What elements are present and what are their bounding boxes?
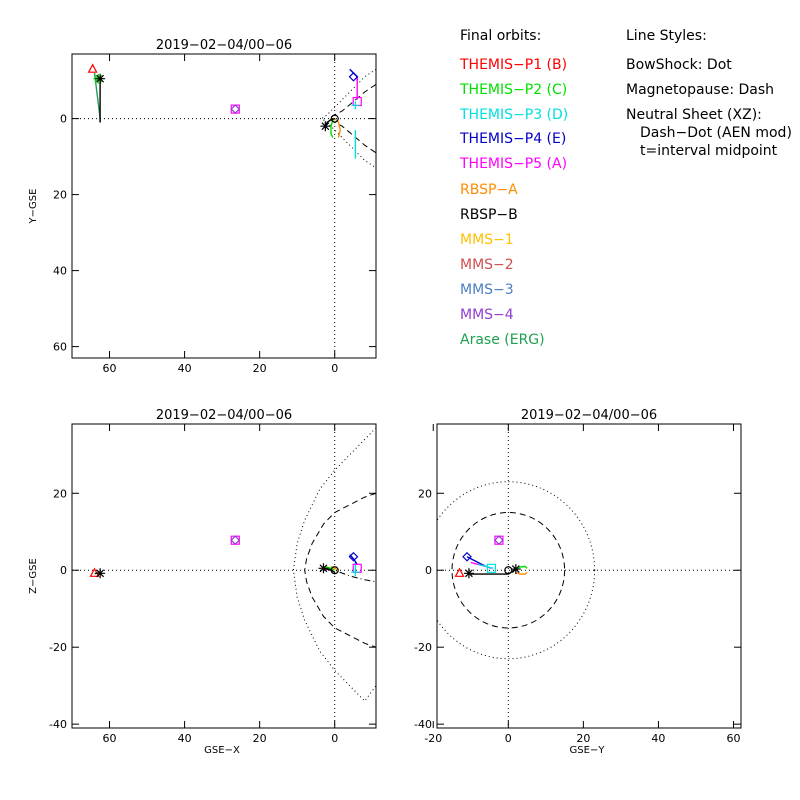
- y-axis-label: Z−GSE: [28, 558, 39, 594]
- panel-title: 2019−02−04/00−06: [521, 408, 657, 423]
- legend-orbit-mms-4: MMS−4: [460, 307, 514, 323]
- marker-triangle: [89, 567, 100, 577]
- y-tick-label: 20: [418, 487, 432, 500]
- legend-orbit-themis-p3: THEMIS−P3 (D): [459, 107, 568, 123]
- magnetopause-curve: [451, 512, 566, 629]
- legend-styles-title: Line Styles:: [626, 28, 707, 44]
- y-tick-label: 0: [425, 564, 432, 577]
- marker-diamond: [230, 535, 241, 546]
- marker-diamond: [462, 551, 472, 562]
- plot-frame: [71, 53, 377, 359]
- x-tick-label: 0: [505, 732, 512, 745]
- panel-xy: 2019−02−04/00−06 Y−GSE 60 40 20 0 60 40 20 0: [28, 38, 377, 375]
- x-tick-label: 60: [103, 732, 117, 745]
- plot-frame: [71, 423, 377, 729]
- x-tick-label: -20: [424, 732, 442, 745]
- legend-orbit-themis-p5: THEMIS−P5 (A): [459, 156, 567, 172]
- orbits-legend: Final orbits: THEMIS−P1 (B) THEMIS−P2 (C…: [459, 28, 568, 348]
- legend-orbit-mms-1: MMS−1: [460, 232, 514, 248]
- y-tick-label: 20: [53, 189, 67, 202]
- x-tick-label: 0: [331, 362, 338, 375]
- legend-style-neutral-sheet: Neutral Sheet (XZ):: [626, 107, 762, 123]
- legend-orbit-themis-p2: THEMIS−P2 (C): [459, 82, 567, 98]
- marker-star: [95, 73, 106, 84]
- legend-style-bowshock: BowShock: Dot: [626, 57, 732, 73]
- marker-star: [510, 564, 521, 575]
- marker-square: [230, 535, 240, 545]
- bow-shock-curve: [292, 427, 376, 702]
- marker-triangle: [454, 567, 465, 577]
- plot-frame: [436, 423, 742, 729]
- x-tick-label: 20: [253, 732, 267, 745]
- y-tick-label: 20: [53, 487, 67, 500]
- marker-square: [486, 563, 497, 573]
- orbit-trace: [515, 571, 528, 575]
- legend-style-dash-dot: Dash−Dot (AEN mod): [640, 125, 792, 141]
- legend-orbit-arase: Arase (ERG): [460, 332, 545, 348]
- x-tick-label: 0: [331, 732, 338, 745]
- panel-title: 2019−02−04/00−06: [156, 408, 292, 423]
- y-tick-label: 40: [53, 265, 67, 278]
- legend-orbit-rbsp-b: RBSP−B: [460, 207, 518, 223]
- x-tick-label: 40: [178, 362, 192, 375]
- legend-style-magnetopause: Magnetopause: Dash: [626, 82, 774, 98]
- x-axis-label: GSE−Y: [570, 745, 606, 756]
- y-tick-label: -20: [414, 641, 432, 654]
- marker-star: [463, 568, 474, 579]
- y-tick-label: -40: [414, 718, 432, 731]
- marker-square: [494, 535, 504, 545]
- panel-xz: 2019−02−04/00−06 GSE−X Z−GSE 60 40 20 0 -40 -20 0…: [28, 408, 377, 756]
- marker-triangle: [87, 63, 98, 73]
- panel-title: 2019−02−04/00−06: [156, 38, 292, 53]
- bow-shock-curve: [437, 481, 596, 660]
- x-tick-label: 60: [103, 362, 117, 375]
- orbit-trace: [330, 118, 336, 138]
- marker-star: [318, 563, 329, 574]
- x-tick-label: 20: [576, 732, 590, 745]
- marker-star: [320, 121, 331, 132]
- legend-style-midpoint: t=interval midpoint: [640, 143, 778, 159]
- line-styles-legend: Line Styles: BowShock: Dot Magnetopause:…: [626, 28, 792, 159]
- legend-orbit-themis-p4: THEMIS−P4 (E): [459, 131, 566, 147]
- x-tick-label: 40: [178, 732, 192, 745]
- x-tick-label: 60: [726, 732, 740, 745]
- x-axis-label: GSE−X: [204, 745, 240, 756]
- marker-plus: [351, 568, 360, 577]
- marker-square: [352, 563, 362, 573]
- y-tick-label: 60: [53, 341, 67, 354]
- marker-star: [95, 568, 106, 579]
- y-axis-label: Y−GSE: [28, 189, 39, 225]
- marker-diamond: [230, 104, 241, 114]
- marker-plus: [351, 101, 360, 110]
- legend-orbit-rbsp-a: RBSP−A: [460, 182, 518, 198]
- legend-orbit-mms-2: MMS−2: [460, 257, 514, 273]
- legend-orbit-mms-3: MMS−3: [460, 282, 514, 298]
- orbit-trace: [324, 117, 335, 127]
- marker-circle: [504, 566, 513, 575]
- orbit-trace: [334, 118, 342, 138]
- magnetopause-curve: [304, 492, 376, 648]
- legend-orbit-themis-p1: THEMIS−P1 (B): [459, 57, 567, 73]
- marker-diamond: [348, 71, 359, 82]
- marker-square: [230, 104, 240, 114]
- y-tick-label: 0: [60, 564, 67, 577]
- orbit-trace: [323, 565, 336, 571]
- legend-orbits-title: Final orbits:: [460, 28, 541, 44]
- y-tick-label: -40: [49, 718, 67, 731]
- x-tick-label: 40: [651, 732, 665, 745]
- y-tick-label: 0: [60, 113, 67, 126]
- orbit-trace: [478, 563, 494, 569]
- marker-circle: [330, 114, 339, 123]
- marker-circle: [330, 566, 339, 575]
- marker-diamond: [348, 551, 359, 562]
- y-tick-label: -20: [49, 641, 67, 654]
- marker-diamond: [494, 535, 504, 546]
- x-tick-label: 20: [253, 362, 267, 375]
